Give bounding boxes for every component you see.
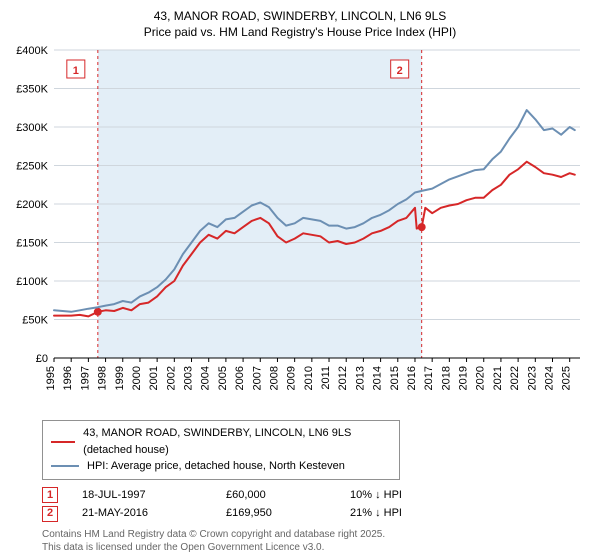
table-row: 2 21-MAY-2016 £169,950 21% ↓ HPI	[42, 504, 588, 523]
chart-area: £0 £50K £100K £150K £200K £250K £300K £350K £400…	[12, 44, 588, 404]
x-tick-label: 2001	[148, 366, 160, 390]
y-tick-label: £300K	[16, 122, 48, 134]
y-tick-label: £200K	[16, 199, 48, 211]
chart-svg: £0 £50K £100K £150K £200K £250K £300K £350K £400…	[12, 44, 588, 404]
x-tick-label: 2013	[354, 366, 366, 390]
x-tick-label: 2000	[131, 366, 143, 390]
sale-marker-label: 2	[397, 65, 403, 77]
x-tick-label: 2008	[268, 366, 280, 390]
x-tick-label: 2012	[337, 366, 349, 390]
x-tick-label: 1996	[62, 366, 74, 390]
x-tick-label: 2022	[509, 366, 521, 390]
x-tick-label: 2014	[372, 366, 384, 390]
sale-pct: 21% ↓ HPI	[350, 504, 440, 523]
y-tick-label: £0	[36, 353, 48, 365]
x-tick-label: 2024	[543, 366, 555, 390]
x-tick-label: 2006	[234, 366, 246, 390]
x-tick-label: 2025	[561, 366, 573, 390]
y-tick-label: £100K	[16, 276, 48, 288]
y-tick-label: £150K	[16, 238, 48, 250]
x-tick-label: 2004	[200, 366, 212, 390]
x-tick-label: 2023	[526, 366, 538, 390]
attribution-line-1: Contains HM Land Registry data © Crown c…	[42, 529, 588, 542]
y-tick-label: £50K	[22, 315, 48, 327]
x-tick-label: 2003	[183, 366, 195, 390]
chart-title: 43, MANOR ROAD, SWINDERBY, LINCOLN, LN6 …	[12, 8, 588, 40]
sale-point	[94, 308, 102, 316]
x-tick-label: 2009	[286, 366, 298, 390]
x-tick-label: 2015	[389, 366, 401, 390]
sales-table: 1 18-JUL-1997 £60,000 10% ↓ HPI 2 21-MAY…	[42, 486, 588, 523]
x-tick-label: 2019	[458, 366, 470, 390]
x-tick-label: 2018	[440, 366, 452, 390]
x-tick-label: 2017	[423, 366, 435, 390]
sale-price: £169,950	[226, 504, 326, 523]
x-tick-label: 1999	[114, 366, 126, 390]
legend-swatch-red	[51, 441, 75, 443]
legend-swatch-blue	[51, 465, 79, 467]
legend-item: 43, MANOR ROAD, SWINDERBY, LINCOLN, LN6 …	[51, 425, 391, 458]
x-tick-label: 2021	[492, 366, 504, 390]
sale-marker-box: 1	[42, 487, 58, 503]
attribution-line-2: This data is licensed under the Open Gov…	[42, 542, 588, 555]
x-tick-label: 2020	[475, 366, 487, 390]
y-tick-label: £250K	[16, 161, 48, 173]
x-tick-label: 1997	[79, 366, 91, 390]
x-tick-label: 1998	[97, 366, 109, 390]
x-tick-label: 2002	[165, 366, 177, 390]
title-line-2: Price paid vs. HM Land Registry's House …	[12, 24, 588, 40]
legend-label: HPI: Average price, detached house, Nort…	[87, 458, 345, 475]
legend-label: 43, MANOR ROAD, SWINDERBY, LINCOLN, LN6 …	[83, 425, 391, 458]
legend-item: HPI: Average price, detached house, Nort…	[51, 458, 391, 475]
title-line-1: 43, MANOR ROAD, SWINDERBY, LINCOLN, LN6 …	[12, 8, 588, 24]
x-tick-label: 2007	[251, 366, 263, 390]
sale-marker-label: 1	[73, 65, 79, 77]
sale-date: 21-MAY-2016	[82, 504, 202, 523]
x-tick-label: 2016	[406, 366, 418, 390]
x-tick-label: 2010	[303, 366, 315, 390]
sale-marker-box: 2	[42, 506, 58, 522]
sale-price: £60,000	[226, 486, 326, 505]
y-tick-label: £400K	[16, 45, 48, 57]
legend: 43, MANOR ROAD, SWINDERBY, LINCOLN, LN6 …	[42, 420, 400, 480]
sale-point	[418, 224, 426, 232]
x-tick-label: 2005	[217, 366, 229, 390]
attribution: Contains HM Land Registry data © Crown c…	[42, 529, 588, 554]
sale-pct: 10% ↓ HPI	[350, 486, 440, 505]
table-row: 1 18-JUL-1997 £60,000 10% ↓ HPI	[42, 486, 588, 505]
x-tick-label: 1995	[45, 366, 57, 390]
sale-date: 18-JUL-1997	[82, 486, 202, 505]
y-tick-label: £350K	[16, 84, 48, 96]
x-tick-label: 2011	[320, 366, 332, 390]
